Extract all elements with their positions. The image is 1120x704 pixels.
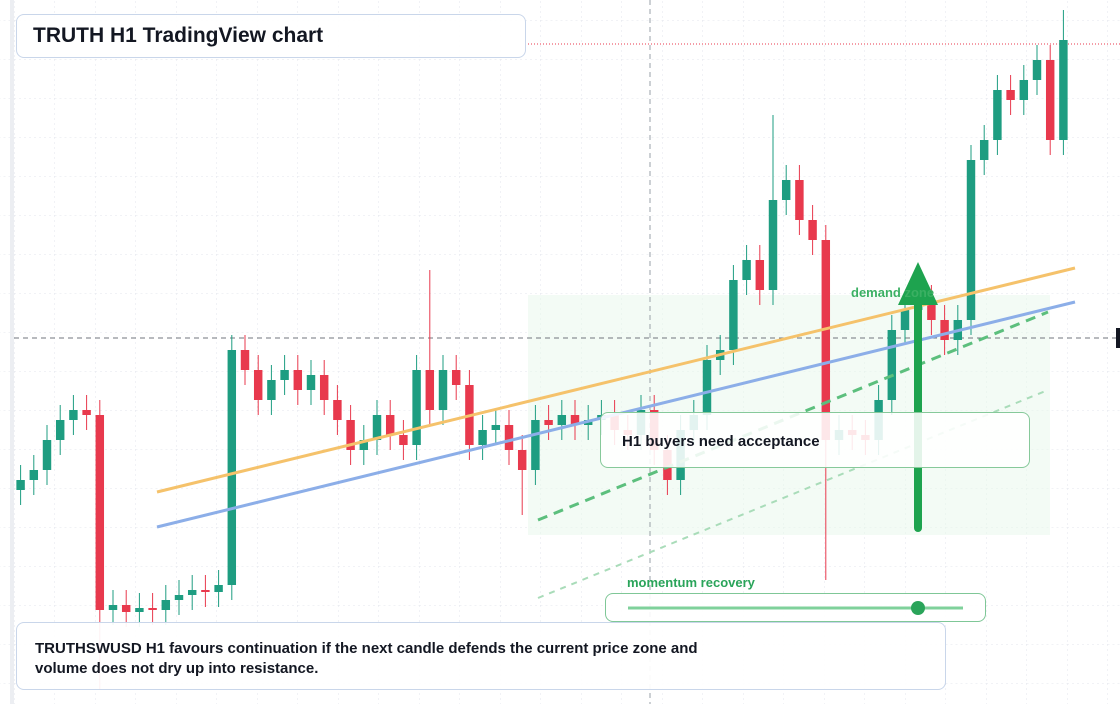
candle-body <box>240 350 250 370</box>
candle-body <box>148 608 157 610</box>
candle-body <box>504 425 514 450</box>
slider-knob <box>911 601 925 615</box>
candle-body <box>306 375 316 390</box>
candle-body <box>346 420 355 450</box>
candle-body <box>201 590 210 592</box>
candle-body <box>1006 90 1015 100</box>
candle-body <box>887 330 897 400</box>
candle-body <box>187 590 197 595</box>
candle-body <box>531 420 540 470</box>
candle-body <box>69 410 78 420</box>
candle-body <box>702 360 712 415</box>
price-tag <box>1116 328 1120 348</box>
candle-body <box>570 415 580 425</box>
candle-body <box>359 440 369 450</box>
candle-body <box>42 440 52 470</box>
candle-body <box>214 585 223 592</box>
candle-body <box>1059 40 1068 140</box>
candle-body <box>399 435 408 445</box>
candle-body <box>940 320 949 340</box>
candle-body <box>768 200 778 290</box>
momentum-label: momentum recovery <box>627 575 755 590</box>
note: TRUTHSWUSD H1 favours continuation if th… <box>16 622 946 690</box>
candle-body <box>372 415 382 440</box>
left-edge <box>10 0 14 704</box>
candle-body <box>729 280 738 350</box>
candle-body <box>16 480 25 490</box>
candle-body <box>55 420 65 440</box>
candle-body <box>438 370 448 410</box>
candle-body <box>755 260 765 290</box>
candle-body <box>333 400 342 420</box>
candle-body <box>781 180 791 200</box>
acceptance-label: H1 buyers need acceptance <box>600 412 1030 468</box>
candle-body <box>161 600 171 610</box>
candle-body <box>29 470 39 480</box>
candle-body <box>227 350 237 585</box>
momentum-slider <box>605 593 986 622</box>
candle-body <box>808 220 817 240</box>
candle-body <box>293 370 303 390</box>
candle-body <box>795 180 804 220</box>
candle-body <box>821 240 831 440</box>
candle-body <box>478 430 487 445</box>
zone-label: demand zone <box>851 285 935 300</box>
candle-body <box>135 608 144 612</box>
candle-body <box>412 370 421 445</box>
candle-body <box>280 370 289 380</box>
chart-title: TRUTH H1 TradingView chart <box>16 14 526 58</box>
candle-body <box>451 370 461 385</box>
candle-body <box>491 425 501 430</box>
candle-body <box>425 370 435 410</box>
candle-body <box>95 415 105 610</box>
candle-body <box>557 415 567 425</box>
candle-body <box>385 415 395 435</box>
candle-body <box>517 450 527 470</box>
candle-body <box>979 140 989 160</box>
candle-body <box>900 310 910 330</box>
candle-body <box>927 300 936 320</box>
candle-body <box>82 410 91 415</box>
note-text: TRUTHSWUSD H1 favours continuation if th… <box>35 640 698 677</box>
candle-body <box>1032 60 1042 80</box>
candle-body <box>1045 60 1055 140</box>
candle-body <box>253 370 263 400</box>
candle-body <box>319 375 329 400</box>
candle-body <box>108 605 118 610</box>
candle-body <box>742 260 751 280</box>
candle-body <box>1019 80 1029 100</box>
candle-body <box>121 605 131 612</box>
candle-body <box>993 90 1002 140</box>
slider <box>628 601 963 615</box>
candle-body <box>544 420 553 425</box>
candle-body <box>966 160 976 320</box>
candle-body <box>267 380 276 400</box>
arrow-head <box>898 262 938 305</box>
candle-body <box>174 595 184 600</box>
